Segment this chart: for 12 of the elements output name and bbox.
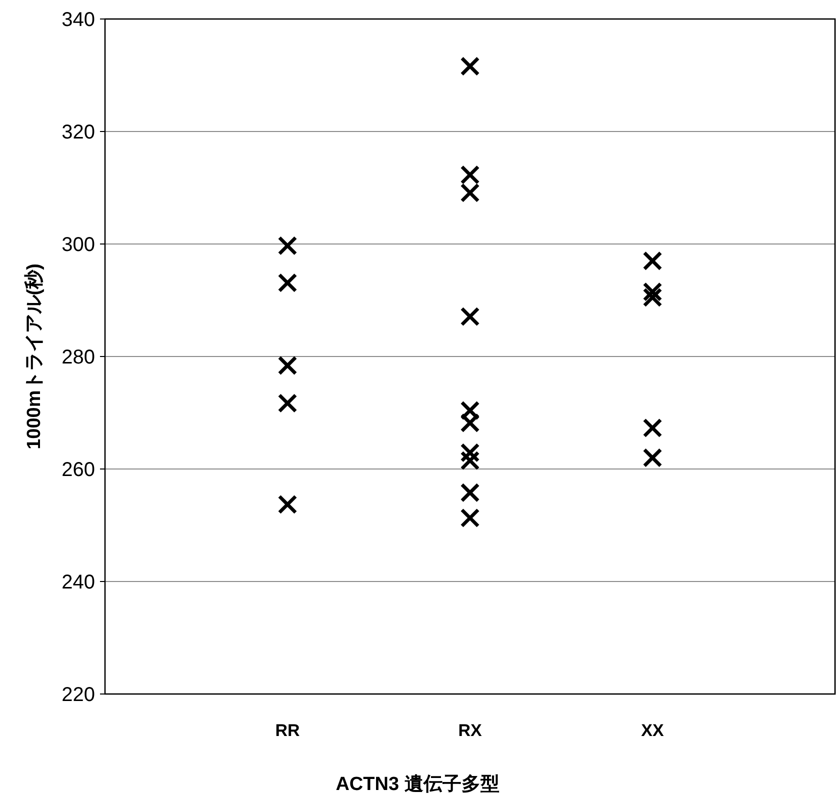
y-tick-label: 300 — [62, 234, 95, 256]
y-tick-label: 320 — [62, 122, 95, 144]
y-tick-label: 280 — [62, 346, 95, 368]
y-axis-title: 1000mトライアル(秒) — [24, 264, 45, 450]
y-tick-label: 260 — [62, 459, 95, 481]
y-tick-label: 240 — [62, 572, 95, 594]
y-tick-label: 220 — [62, 684, 95, 706]
x-axis-title: ACTN3 遺伝子多型 — [336, 774, 500, 795]
x-tick-label: RR — [275, 721, 300, 740]
x-tick-label: XX — [641, 721, 664, 740]
x-tick-label: RX — [458, 721, 482, 740]
y-tick-label: 340 — [62, 9, 95, 31]
